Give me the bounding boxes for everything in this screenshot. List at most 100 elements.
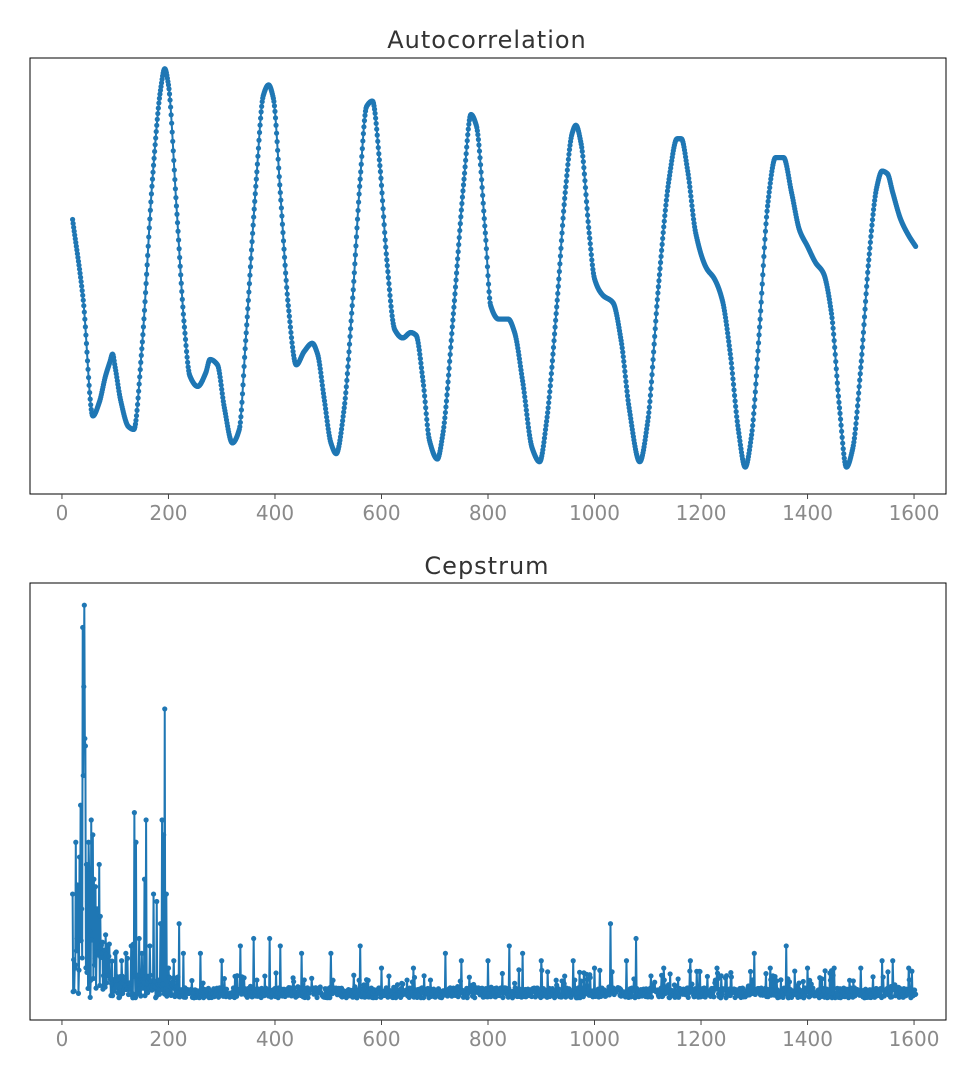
autocorrelation-point [145, 243, 151, 249]
autocorrelation-point [734, 418, 740, 424]
autocorrelation-point [418, 365, 425, 371]
cepstrum-point [75, 884, 81, 890]
autocorrelation-point [185, 364, 191, 370]
cepstrum-x-tick-label: 200 [149, 1027, 187, 1051]
autocorrelation-point [584, 212, 591, 218]
autocorrelation-point [359, 146, 365, 152]
autocorrelation-point [325, 422, 331, 428]
autocorrelation-point [138, 352, 144, 358]
cepstrum-point [77, 802, 84, 808]
cepstrum-title: Cepstrum [424, 552, 549, 580]
autocorrelation-point [178, 280, 184, 286]
cepstrum-point [175, 974, 181, 980]
autocorrelation-point [248, 247, 255, 253]
autocorrelation-point [487, 295, 493, 301]
autocorrelation-point [338, 426, 345, 432]
cepstrum-point [81, 602, 87, 608]
cepstrum-point [221, 976, 227, 982]
autocorrelation-point [237, 419, 243, 426]
autocorrelation-point [866, 257, 872, 263]
autocorrelation-point [541, 435, 548, 441]
autocorrelation-point [76, 266, 83, 272]
cepstrum-point [251, 935, 257, 942]
autocorrelation-point [287, 319, 293, 325]
autocorrelation-point [653, 318, 659, 324]
cepstrum-point [830, 972, 836, 978]
autocorrelation-point [180, 311, 186, 317]
autocorrelation-point [862, 306, 868, 312]
autocorrelation-point [664, 188, 671, 194]
autocorrelation-point [423, 411, 429, 417]
autocorrelation-point [75, 254, 81, 261]
autocorrelation-point [557, 261, 563, 267]
cepstrum-point [314, 994, 320, 1001]
autocorrelation-point [858, 358, 864, 364]
autocorrelation-point [244, 314, 250, 320]
autocorrelation-point [345, 363, 351, 370]
cepstrum-point [126, 980, 133, 986]
autocorrelation-point [544, 414, 550, 420]
autocorrelation-point [347, 333, 353, 340]
autocorrelation-point [247, 264, 254, 270]
autocorrelation-point [389, 308, 395, 314]
autocorrelation-x-ticks: 0 200 400 600 800 1000 1200 1400 1600 [56, 494, 939, 525]
autocorrelation-point [661, 224, 667, 230]
autocorrelation-point [589, 257, 595, 263]
cepstrum-point [597, 967, 603, 974]
autocorrelation-point [252, 198, 258, 204]
autocorrelation-point [832, 351, 838, 358]
autocorrelation-point [549, 364, 555, 370]
cepstrum-point [538, 958, 544, 964]
cepstrum-point [174, 978, 181, 984]
autocorrelation-point [77, 274, 84, 280]
autocorrelation-point [384, 263, 390, 269]
autocorrelation-point [729, 370, 736, 377]
autocorrelation-point [864, 276, 870, 282]
autocorrelation-point [238, 414, 244, 420]
cepstrum-point [76, 967, 82, 973]
autocorrelation-point [759, 281, 765, 287]
autocorrelation-point [272, 108, 278, 114]
cepstrum-point [913, 991, 919, 997]
autocorrelation-point [656, 278, 662, 284]
autocorrelation-point [690, 212, 696, 218]
autocorrelation-point [555, 290, 561, 297]
autocorrelation-point [287, 324, 294, 330]
autocorrelation-point [353, 234, 360, 240]
autocorrelation-point [524, 412, 530, 418]
cepstrum-point [810, 985, 816, 991]
autocorrelation-point [832, 344, 838, 350]
autocorrelation-point [456, 234, 462, 241]
autocorrelation-point [145, 252, 151, 259]
autocorrelation-point [153, 135, 159, 141]
autocorrelation-point [350, 295, 356, 301]
autocorrelation-point [757, 324, 763, 330]
cepstrum-point [89, 937, 95, 943]
autocorrelation-point [461, 176, 467, 182]
cepstrum-point [400, 981, 406, 987]
autocorrelation-point [461, 170, 468, 176]
cepstrum-point [161, 832, 167, 838]
autocorrelation-point [476, 148, 483, 154]
autocorrelation-point [360, 131, 366, 137]
cepstrum-point [831, 965, 837, 971]
cepstrum-point [398, 986, 404, 992]
cepstrum-point [750, 977, 756, 983]
cepstrum-point [365, 977, 371, 983]
cepstrum-point [109, 958, 115, 964]
autocorrelation-point [852, 426, 859, 432]
autocorrelation-point [762, 228, 769, 234]
cepstrum-point [659, 972, 665, 978]
autocorrelation-point [149, 176, 156, 182]
autocorrelation-point [442, 415, 448, 421]
autocorrelation-point [860, 329, 867, 335]
autocorrelation-point [566, 151, 572, 157]
autocorrelation-point [290, 348, 296, 355]
autocorrelation-point [135, 395, 141, 401]
autocorrelation-point [185, 359, 191, 365]
autocorrelation-point [383, 244, 389, 250]
cepstrum-point [87, 928, 93, 934]
autocorrelation-point [148, 199, 154, 205]
cepstrum-point [288, 993, 295, 999]
autocorrelation-point [836, 399, 842, 405]
